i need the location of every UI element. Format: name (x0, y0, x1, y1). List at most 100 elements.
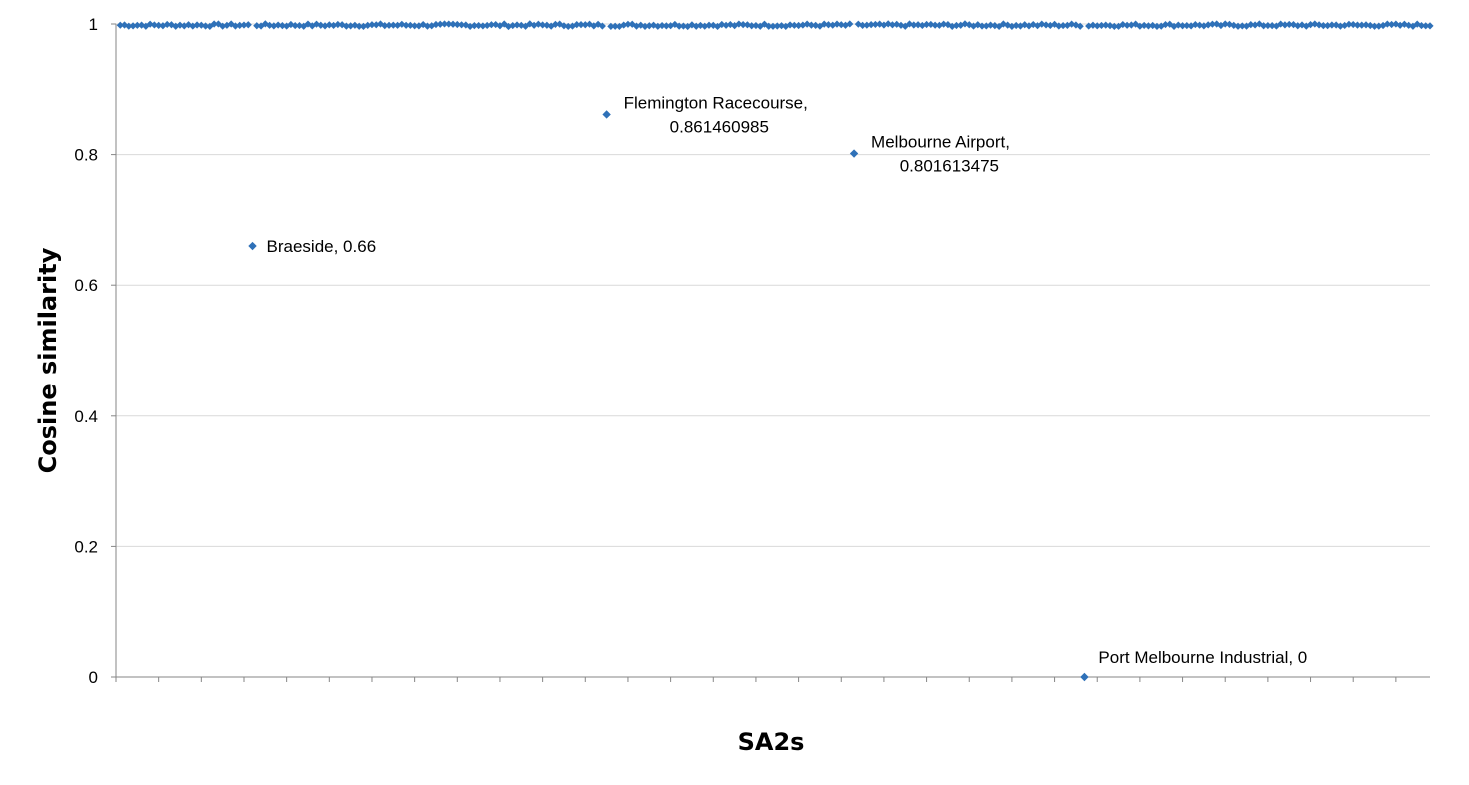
baseline-point (675, 22, 683, 30)
baseline-point (163, 20, 171, 29)
baseline-point (1392, 20, 1400, 28)
baseline-point (364, 21, 372, 30)
baseline-point (1409, 22, 1417, 30)
baseline-point (940, 20, 948, 28)
baseline-point (1345, 20, 1353, 28)
baseline-point (735, 20, 743, 28)
baseline-point (876, 20, 884, 28)
baseline-point (201, 22, 210, 30)
baseline-point (709, 21, 717, 29)
baseline-point (1375, 22, 1383, 30)
baseline-point (978, 22, 986, 30)
baseline-point (1260, 22, 1268, 30)
baseline-point (223, 21, 231, 29)
baseline-point (321, 22, 329, 30)
data-point (849, 149, 859, 158)
baseline-point (436, 20, 444, 28)
baseline-point (253, 22, 261, 30)
baseline-point (1038, 20, 1046, 28)
baseline-point (389, 21, 397, 29)
y-tick-label: 0 (89, 668, 98, 687)
baseline-point (952, 21, 961, 30)
baseline-point (858, 21, 867, 29)
baseline-point (1422, 22, 1430, 30)
data-label-line: 0.801613475 (900, 157, 999, 176)
baseline-point (1285, 20, 1293, 29)
baseline-point (342, 22, 350, 30)
baseline-point (355, 22, 363, 30)
baseline-point (598, 22, 606, 30)
baseline-point (786, 21, 794, 29)
data-label-line: Melbourne Airport, (871, 133, 1010, 152)
baseline-point (308, 22, 316, 30)
baseline-point (543, 21, 551, 29)
baseline-point (922, 20, 931, 29)
baseline-point (1174, 21, 1182, 29)
baseline-point (470, 22, 478, 30)
baseline-point (1012, 21, 1020, 30)
baseline-point (705, 21, 713, 29)
baseline-point (1358, 21, 1366, 29)
baseline-point (526, 20, 534, 28)
baseline-point (893, 20, 901, 28)
baseline-point (969, 22, 978, 30)
baseline-point (1089, 21, 1097, 29)
baseline-point (125, 22, 133, 30)
baseline-point (1132, 20, 1140, 28)
baseline-point (244, 21, 252, 29)
baseline-point (901, 22, 909, 30)
baseline-point (854, 20, 862, 28)
x-axis-title: SA2s (738, 728, 805, 756)
baseline-point (1277, 20, 1285, 28)
baseline-point (615, 22, 624, 31)
baseline-point (1123, 21, 1131, 29)
baseline-point (457, 21, 466, 29)
baseline-point (385, 21, 393, 29)
baseline-point (265, 21, 274, 29)
baseline-point (867, 21, 875, 29)
baseline-point (1183, 21, 1191, 30)
baseline-point (210, 20, 218, 28)
baseline-point (381, 22, 389, 30)
baseline-point (1400, 20, 1409, 28)
baseline-point (176, 21, 184, 29)
baseline-point (722, 21, 730, 29)
baseline-point (1166, 20, 1174, 28)
baseline-point (423, 22, 432, 30)
baseline-point (1021, 21, 1029, 29)
baseline-point (539, 21, 547, 29)
baseline-point (137, 21, 146, 29)
baseline-point (731, 21, 739, 30)
baseline-point (914, 21, 922, 29)
baseline-point (935, 21, 943, 29)
baseline-point (513, 21, 521, 29)
baseline-point (948, 22, 956, 30)
baseline-point (688, 21, 696, 29)
baseline-point (180, 22, 188, 30)
baseline-point (671, 20, 679, 29)
baseline-point (1298, 21, 1306, 29)
baseline-point (684, 22, 692, 31)
axes: 0 0.2 0.4 0.6 0.8 1 (74, 15, 1430, 687)
y-tick-label: 0.6 (74, 276, 98, 295)
baseline-point (492, 20, 500, 29)
baseline-point (449, 20, 457, 28)
baseline-point (824, 21, 833, 29)
baseline-point (1178, 22, 1187, 30)
baseline-point (453, 20, 461, 29)
baseline-point (585, 20, 594, 28)
baseline-point (351, 21, 359, 29)
baseline-point (1268, 22, 1276, 30)
baseline-point (1140, 21, 1148, 30)
baseline-point (773, 22, 781, 30)
baseline-point (496, 22, 504, 30)
data-point (248, 241, 257, 251)
baseline-point (658, 21, 666, 30)
baseline-point (833, 20, 841, 28)
baseline-point (402, 21, 410, 29)
baseline-point (999, 20, 1007, 28)
baseline-point (1353, 21, 1362, 29)
baseline-point (568, 22, 577, 30)
baseline-point (236, 21, 244, 29)
baseline-point (406, 21, 414, 29)
